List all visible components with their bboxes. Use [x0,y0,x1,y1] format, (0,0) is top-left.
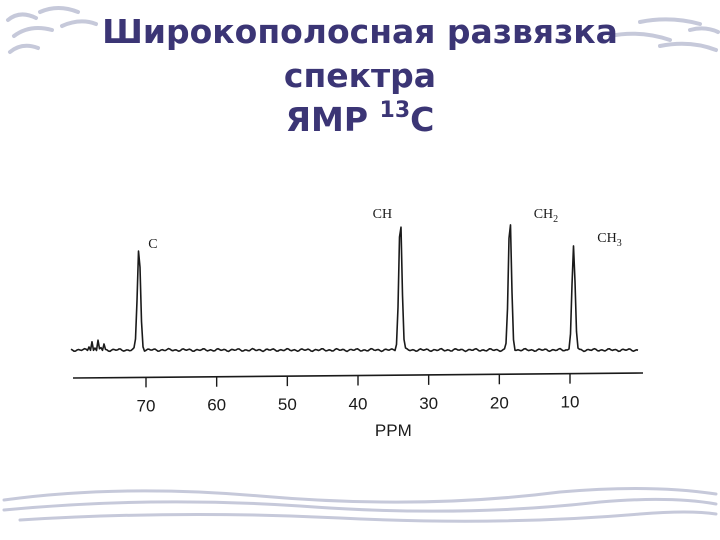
title-nmr-prefix: ЯМР [285,100,380,139]
x-tick-label: 20 [490,393,509,412]
peak-label: CH [373,207,392,222]
x-tick-label: 50 [278,395,297,414]
title-line-3: ЯМР 13С [60,98,660,142]
x-tick-label: 10 [561,393,580,412]
peak-label: CH3 [597,231,621,249]
title-carbon-symbol: С [410,100,435,139]
title-line-1: Широкополосная развязка [102,12,618,51]
x-axis-label: PPM [375,421,412,440]
nmr-spectrum-chart: C CH CH2 CH3 70 60 50 40 30 20 10 PPM [70,207,644,440]
title-line-2: спектра [283,56,437,95]
peak-label: CH2 [534,207,558,225]
nmr-spectrum-figure: C CH CH2 CH3 70 60 50 40 30 20 10 PPM [3,180,683,472]
x-tick-label: 60 [207,396,226,415]
x-tick-label: 30 [419,394,438,413]
title-isotope-superscript: 13 [379,98,411,123]
spectrum-trace [70,224,639,353]
peak-label: C [148,237,157,252]
x-tick-label: 70 [137,396,156,415]
x-tick-label: 40 [349,395,368,414]
slide-title: Широкополосная развязка спектра ЯМР 13С [60,10,660,142]
